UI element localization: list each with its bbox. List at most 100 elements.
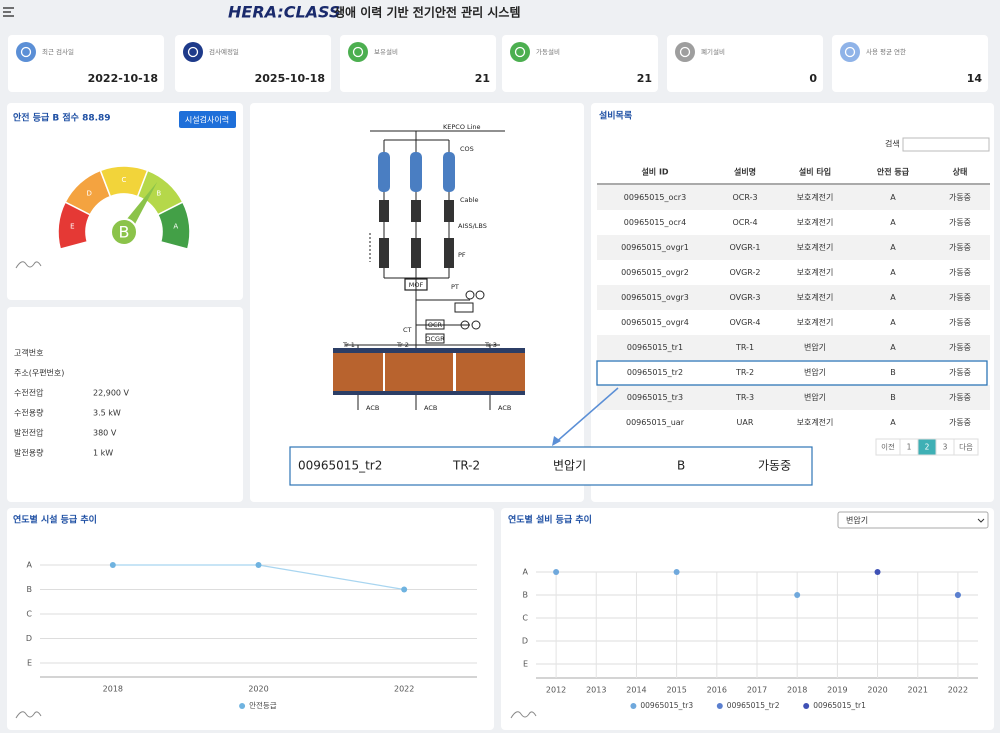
diagram-label: MOF	[409, 281, 424, 289]
x-tick-label: 2020	[248, 685, 268, 694]
table-cell: 00965015_ovgr2	[621, 268, 689, 277]
stat-value: 21	[475, 72, 490, 85]
stat-icon	[16, 42, 36, 62]
table-header: 설비 타입	[799, 167, 831, 177]
stat-label: 보유설비	[374, 47, 398, 56]
table-cell: 보호계전기	[797, 192, 834, 202]
table-header: 안전 등급	[877, 167, 910, 177]
page-button-label[interactable]: 1	[907, 443, 912, 452]
stat-card	[175, 35, 331, 92]
table-row[interactable]	[597, 335, 990, 360]
stat-icon	[840, 42, 860, 62]
table-cell: B	[890, 368, 896, 377]
popup-field: TR-2	[452, 459, 480, 473]
data-point	[673, 569, 680, 575]
legend-label[interactable]: 00965015_tr3	[640, 701, 693, 710]
stat-value: 0	[809, 72, 817, 85]
stat-label: 검사예정일	[209, 47, 239, 56]
diagram-label: Tr 1	[342, 341, 355, 349]
stat-card	[340, 35, 496, 92]
info-label: 주소(우편번호)	[14, 368, 64, 378]
y-tick-label: E	[523, 660, 528, 669]
stat-label: 최근 검사일	[42, 47, 74, 56]
insulators	[378, 152, 455, 268]
table-row[interactable]	[597, 260, 990, 285]
table-cell: TR-3	[735, 393, 754, 402]
table-cell: A	[890, 243, 896, 252]
page-title: 생애 이력 기반 전기안전 관리 시스템	[334, 5, 521, 20]
history-button[interactable]	[179, 111, 236, 128]
table-cell: OVGR-2	[729, 268, 760, 277]
x-tick-label: 2016	[707, 686, 727, 695]
legend-label[interactable]: 안전등급	[249, 700, 277, 710]
x-tick-label: 2017	[747, 686, 767, 695]
stat-icon-inner	[844, 46, 856, 58]
legend-label[interactable]: 00965015_tr2	[727, 701, 780, 710]
x-tick-label: 2018	[787, 686, 807, 695]
table-cell: 보호계전기	[797, 317, 834, 327]
chart-title: 연도별 시설 등급 추이	[13, 514, 97, 526]
stat-value: 14	[967, 72, 983, 85]
gauge-segment	[156, 201, 191, 251]
table-row[interactable]	[597, 210, 990, 235]
y-tick-label: D	[26, 634, 32, 643]
page-button-label[interactable]: 2	[925, 443, 930, 452]
table-row[interactable]	[597, 285, 990, 310]
table-cell: 보호계전기	[797, 292, 834, 302]
popup-field: 변압기	[553, 459, 586, 473]
table-cell: 00965015_ocr3	[624, 193, 686, 202]
stat-value: 2022-10-18	[88, 72, 158, 85]
y-tick-label: B	[523, 591, 529, 600]
gauge: E D C B A B	[57, 165, 191, 251]
popup-field: 00965015_tr2	[298, 459, 382, 473]
diagram-label: AISS/LBS	[458, 222, 487, 230]
legend-marker[interactable]	[716, 703, 723, 709]
legend-marker[interactable]	[630, 703, 637, 709]
page-button-label[interactable]: 다음	[959, 443, 973, 452]
stat-value: 2025-10-18	[255, 72, 325, 85]
info-label: 고객번호	[14, 348, 43, 358]
info-label: 수전용량	[14, 408, 44, 418]
popup-field: 가동중	[758, 459, 791, 473]
detail-popup: 00965015_tr2 TR-2 변압기 B 가동중	[289, 387, 813, 486]
type-select-label[interactable]: 변압기	[846, 515, 868, 525]
table-row[interactable]	[597, 410, 990, 435]
table-header: 설비명	[734, 167, 756, 177]
y-tick-label: C	[26, 610, 32, 619]
table-cell: 보호계전기	[797, 242, 834, 252]
table-cell: OVGR-4	[729, 318, 760, 327]
legend-label[interactable]: 00965015_tr1	[813, 701, 866, 710]
transformers	[333, 348, 525, 395]
search-input[interactable]	[902, 137, 990, 152]
stat-label: 폐기설비	[701, 47, 725, 56]
legend-marker[interactable]	[803, 703, 810, 709]
page-button-label[interactable]: 3	[943, 443, 948, 452]
table-row[interactable]	[597, 185, 990, 210]
table-cell: 00965015_ocr4	[624, 218, 686, 227]
page-button-label[interactable]: 이전	[881, 442, 895, 452]
table-cell: 가동중	[949, 268, 971, 277]
charts: 연도별 시설 등급 추이 A B C D E 2018 2020 2022 안전등급 연도별 설비 …	[13, 511, 989, 719]
table-cell: A	[890, 343, 896, 352]
history-button-label[interactable]: 시설검사이력	[185, 115, 229, 125]
table-row[interactable]	[597, 235, 990, 260]
x-tick-label: 2018	[103, 685, 123, 694]
table-cell: 00965015_tr3	[627, 393, 683, 402]
table-cell: 가동중	[949, 343, 971, 352]
table-row[interactable]	[597, 385, 990, 410]
select-arrow	[977, 518, 985, 523]
legend-marker[interactable]	[239, 703, 246, 709]
type-select[interactable]	[837, 511, 989, 529]
menu-button[interactable]	[3, 7, 14, 17]
x-tick-label: 2022	[948, 686, 968, 695]
page-button[interactable]	[953, 438, 979, 456]
logo: HERA:CLASS	[228, 3, 341, 22]
stat-label: 사용 평균 연한	[866, 47, 906, 56]
table-row[interactable]	[597, 360, 990, 385]
gauge-segment-label: B	[156, 189, 161, 197]
table-row[interactable]	[597, 310, 990, 335]
table-cell: 00965015_tr1	[627, 343, 683, 352]
stat-card	[667, 35, 823, 92]
